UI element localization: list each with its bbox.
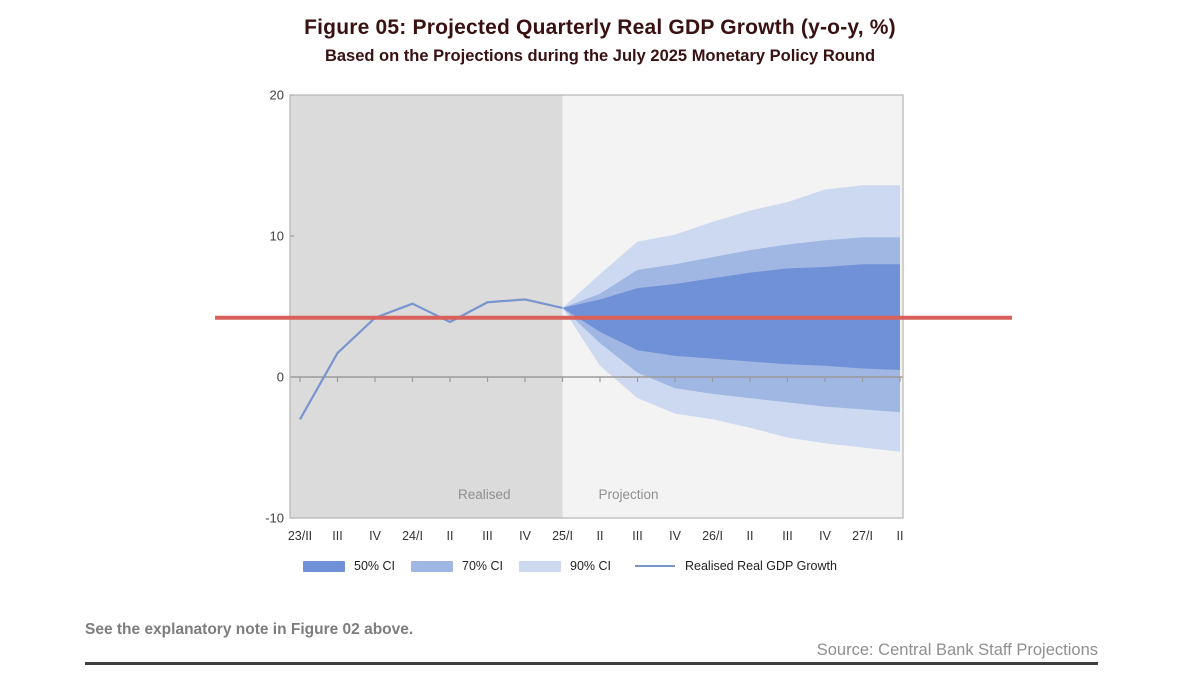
x-axis-label: 26/I — [702, 529, 723, 543]
x-axis-label: II — [747, 529, 754, 543]
x-axis-label: III — [332, 529, 342, 543]
legend-label-50ci: 50% CI — [354, 559, 395, 573]
x-axis-label: 24/I — [402, 529, 423, 543]
figure-title: Figure 05: Projected Quarterly Real GDP … — [304, 16, 896, 39]
legend-swatch-70ci-icon — [411, 560, 453, 572]
x-axis-label: IV — [369, 529, 381, 543]
x-axis-label: IV — [669, 529, 681, 543]
x-axis-label: 23/II — [288, 529, 312, 543]
figure-subtitle: Based on the Projections during the July… — [324, 47, 876, 65]
x-axis-label: II — [447, 529, 454, 543]
x-axis-label: III — [782, 529, 792, 543]
x-axis-label: IV — [519, 529, 531, 543]
bottom-divider — [85, 662, 1098, 665]
y-axis-label: 10 — [270, 229, 284, 244]
legend-line-realised-icon — [635, 565, 675, 567]
x-axis-label: 25/I — [552, 529, 573, 543]
y-axis-label: 0 — [277, 370, 284, 385]
projection-region-label: Projection — [598, 487, 658, 502]
legend-label-realised: Realised Real GDP Growth — [685, 559, 837, 573]
y-axis-label: -10 — [265, 511, 284, 526]
y-axis-label: 20 — [270, 88, 284, 103]
legend-item-70ci: 70% CI — [411, 559, 503, 573]
x-axis-label: III — [482, 529, 492, 543]
explanatory-note: See the explanatory note in Figure 02 ab… — [85, 621, 414, 638]
legend-swatch-90ci-icon — [519, 560, 561, 572]
x-axis-label: II — [897, 529, 904, 543]
realised-region-label: Realised — [458, 487, 511, 502]
source-attribution: Source: Central Bank Staff Projections — [816, 641, 1098, 659]
legend-swatch-50ci-icon — [303, 560, 345, 572]
x-axis-label: II — [597, 529, 604, 543]
legend-label-70ci: 70% CI — [462, 559, 503, 573]
legend-item-50ci: 50% CI — [303, 559, 395, 573]
legend-label-90ci: 90% CI — [570, 559, 611, 573]
legend-item-realised: Realised Real GDP Growth — [635, 559, 837, 573]
plot-border — [289, 94, 904, 519]
x-axis-label: IV — [819, 529, 831, 543]
x-axis-label: III — [632, 529, 642, 543]
realised-region — [290, 95, 563, 518]
realised-line — [299, 298, 563, 420]
legend-item-90ci: 90% CI — [519, 559, 611, 573]
chart-legend: 50% CI 70% CI 90% CI Realised Real GDP G… — [303, 559, 853, 573]
x-axis-label: 27/I — [852, 529, 873, 543]
